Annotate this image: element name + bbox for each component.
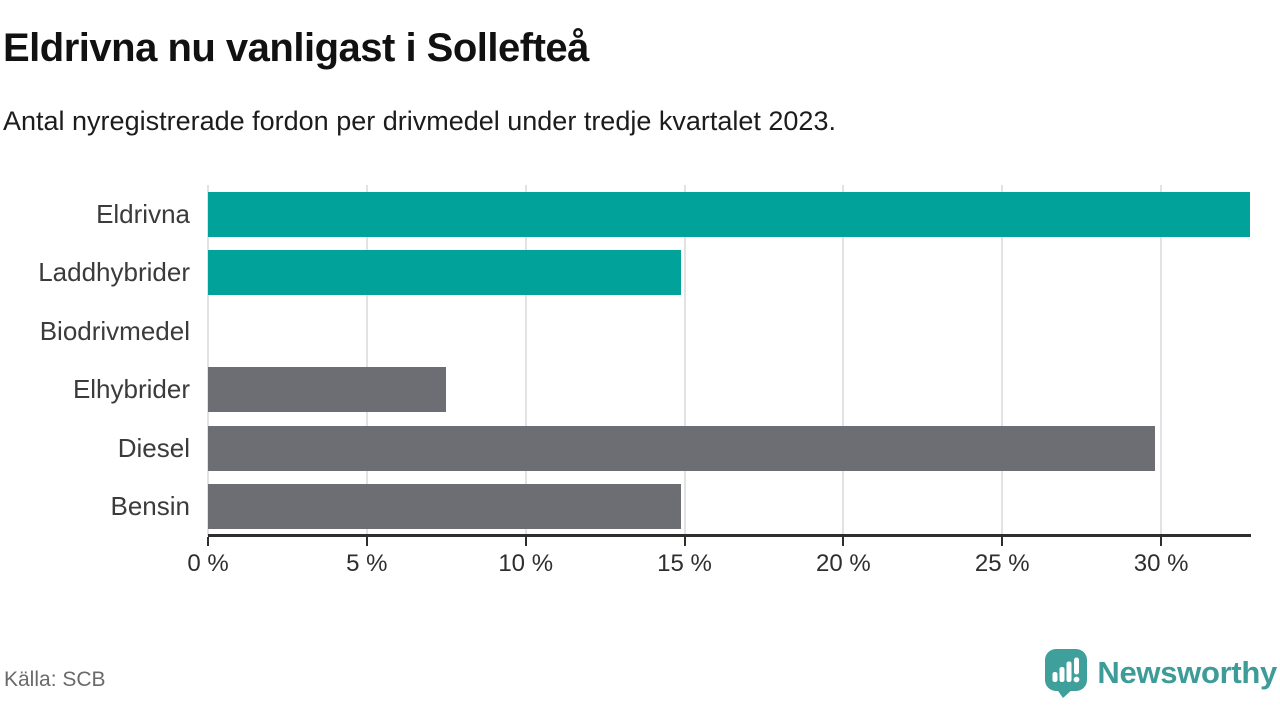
- category-label: Diesel: [117, 432, 190, 463]
- gridline: [683, 185, 686, 536]
- bar: [208, 367, 447, 413]
- plot-area: 0 % 5 % 10 % 15 % 20 % 25 % 30 %: [187, 185, 1251, 577]
- axis-tick: [1160, 537, 1163, 546]
- axis-tick-label: 10 %: [498, 550, 554, 577]
- axis-tick-label: 30 %: [1133, 550, 1189, 577]
- newsworthy-wordmark: Newsworthy: [1097, 655, 1277, 690]
- axis-tick-label: 25 %: [974, 550, 1030, 577]
- bar: [208, 425, 1155, 471]
- category-label: Elhybrider: [72, 374, 190, 405]
- newsworthy-bubble-chart-icon: [1045, 649, 1088, 698]
- gridline: [1160, 185, 1163, 536]
- category-label: Eldrivna: [96, 198, 190, 229]
- axis-tick-label: 5 %: [346, 550, 388, 577]
- gridline: [207, 185, 209, 536]
- axis-tick-label: 15 %: [657, 550, 712, 577]
- category-labels: Eldrivna Laddhybrider Biodrivmedel Elhybrid…: [0, 185, 190, 536]
- bar: [208, 250, 682, 296]
- gridline: [365, 185, 368, 536]
- gridline: [524, 185, 527, 536]
- axis-tick: [524, 537, 527, 546]
- chart-subtitle: Antal nyregistrerade fordon per drivmede…: [3, 106, 836, 136]
- axis-tick-label: 20 %: [816, 550, 871, 577]
- axis-tick: [842, 537, 845, 546]
- bar: [208, 191, 1251, 237]
- gridline: [842, 185, 845, 536]
- axis-tick: [683, 537, 686, 546]
- category-label: Biodrivmedel: [39, 315, 190, 346]
- axis-tick: [207, 537, 209, 546]
- axis-tick: [1001, 537, 1004, 546]
- gridline: [1001, 185, 1004, 536]
- axis-tick: [365, 537, 368, 546]
- category-label: Bensin: [110, 491, 191, 522]
- newsworthy-logo: Newsworthy: [1044, 648, 1277, 698]
- category-label: Laddhybrider: [38, 257, 190, 288]
- bar: [208, 484, 682, 530]
- x-axis-line: [208, 534, 1251, 537]
- axis-tick-label: 0 %: [187, 550, 229, 577]
- chart-title: Eldrivna nu vanligast i Sollefteå: [3, 26, 589, 70]
- source-note: Källa: SCB: [4, 668, 106, 691]
